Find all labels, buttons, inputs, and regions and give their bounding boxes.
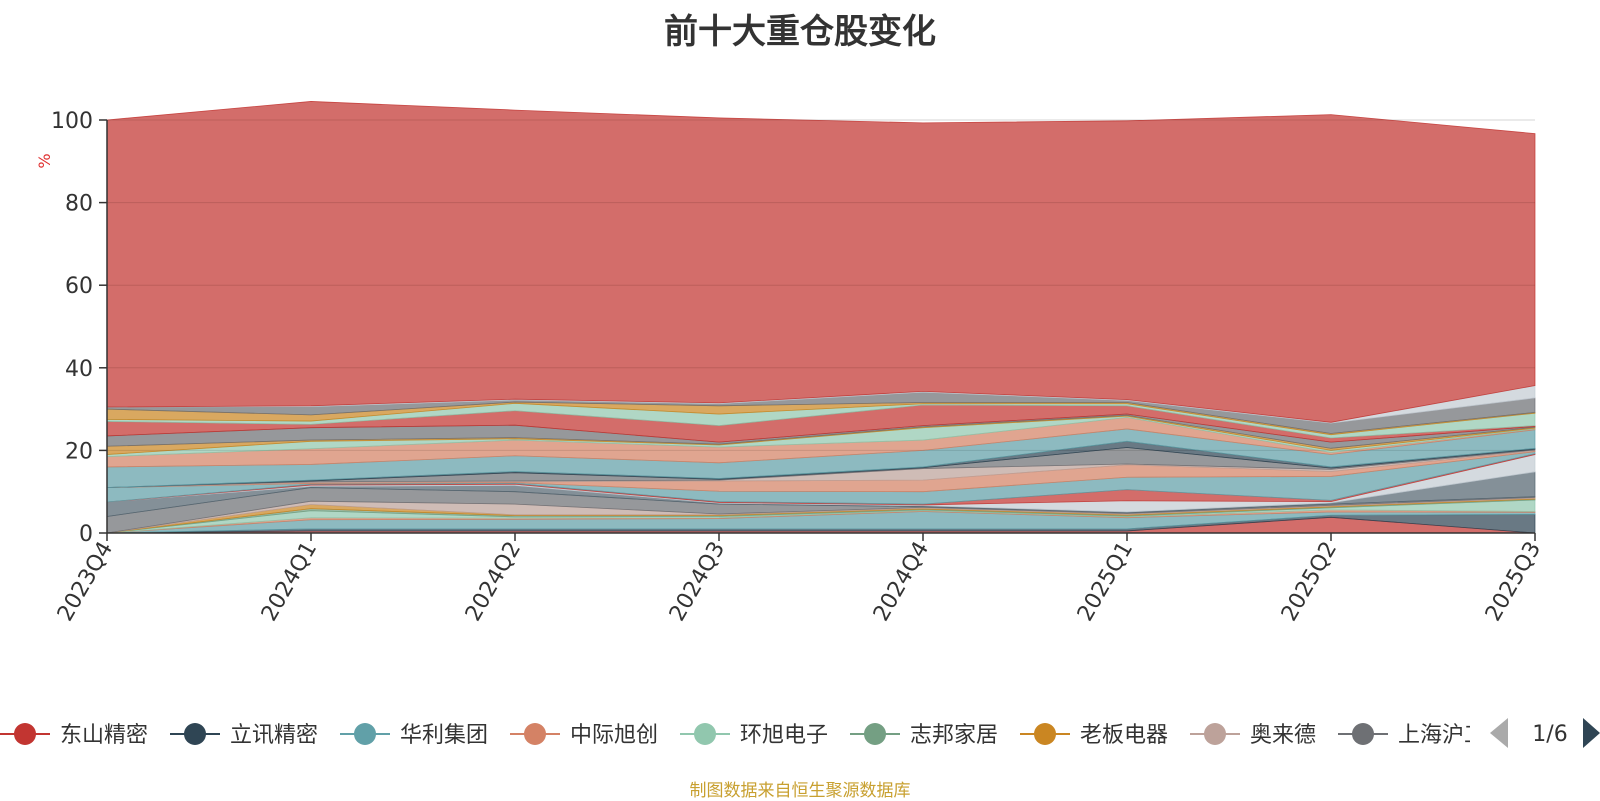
x-tick-label: 2024Q4 — [869, 538, 934, 626]
x-tick-label: 2025Q3 — [1481, 538, 1546, 626]
legend-marker-icon — [864, 723, 886, 745]
legend-marker-icon — [354, 723, 376, 745]
legend-label: 上海沪工 — [1398, 723, 1486, 748]
legend-marker-icon — [1352, 723, 1374, 745]
legend-label: 环旭电子 — [740, 723, 828, 748]
legend-label: 东山精密 — [60, 723, 148, 748]
legend: 东山精密 立讯精密 华利集团 中际旭创 环旭电子 志邦家居 老板电器 奥来德 上海沪工 — [0, 723, 1486, 748]
legend-label: 中际旭创 — [570, 723, 658, 748]
legend-label: 华利集团 — [400, 723, 488, 748]
legend-prev-icon[interactable] — [1490, 718, 1508, 748]
source-note: 制图数据来自恒生聚源数据库 — [689, 781, 911, 801]
x-tick-label: 2025Q2 — [1277, 538, 1342, 626]
series-areas — [106, 101, 1536, 534]
y-tick-label: 40 — [65, 357, 93, 382]
x-tick-label: 2025Q1 — [1073, 538, 1138, 626]
legend-page-indicator: 1/6 — [1532, 722, 1567, 747]
legend-item[interactable]: 老板电器 — [1020, 723, 1168, 748]
x-tick-label: 2024Q3 — [665, 538, 730, 626]
legend-marker-icon — [1034, 723, 1056, 745]
legend-pager: 1/6 — [1490, 718, 1600, 748]
legend-label: 立讯精密 — [230, 723, 318, 748]
legend-item[interactable]: 华利集团 — [340, 723, 488, 748]
x-tick-label: 2024Q2 — [461, 538, 526, 626]
x-tick-label: 2023Q4 — [53, 538, 118, 626]
y-axis-label: % — [35, 153, 54, 168]
y-tick-label: 0 — [79, 522, 93, 547]
legend-marker-icon — [524, 723, 546, 745]
legend-item[interactable]: 奥来德 — [1190, 723, 1316, 748]
y-tick-label: 20 — [65, 439, 93, 464]
legend-label: 老板电器 — [1080, 723, 1168, 748]
legend-label: 志邦家居 — [910, 723, 998, 748]
y-tick-label: 100 — [51, 109, 93, 134]
legend-marker-icon — [14, 723, 36, 745]
x-tick-label: 2024Q1 — [257, 538, 322, 626]
legend-next-icon[interactable] — [1583, 718, 1600, 748]
legend-item[interactable]: 中际旭创 — [510, 723, 658, 748]
legend-item[interactable]: 环旭电子 — [680, 723, 828, 748]
y-tick-label: 60 — [65, 274, 93, 299]
legend-marker-icon — [1204, 723, 1226, 745]
legend-item[interactable]: 志邦家居 — [850, 723, 998, 748]
legend-marker-icon — [184, 723, 206, 745]
area-series-28 — [106, 101, 1536, 423]
legend-item[interactable]: 立讯精密 — [170, 723, 318, 748]
legend-item[interactable]: 东山精密 — [0, 723, 148, 748]
legend-label: 奥来德 — [1250, 723, 1316, 748]
y-tick-label: 80 — [65, 192, 93, 217]
legend-item[interactable]: 上海沪工 — [1338, 723, 1486, 748]
legend-marker-icon — [694, 723, 716, 745]
chart-title: 前十大重仓股变化 — [664, 12, 936, 52]
